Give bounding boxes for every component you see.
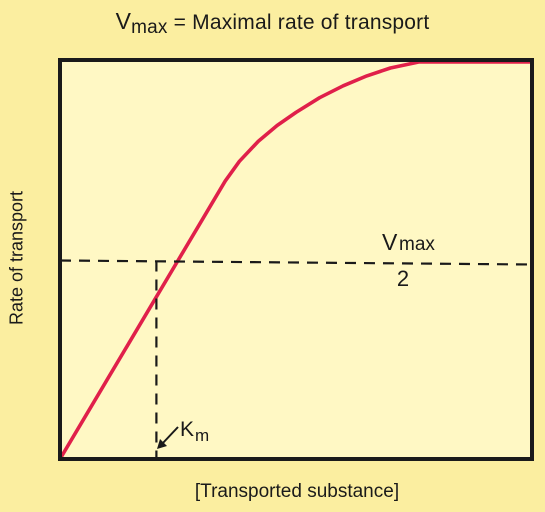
- x-axis-label: [Transported substance]: [194, 481, 400, 502]
- km-label-subscript: m: [195, 426, 209, 445]
- transport-curve: [58, 60, 534, 461]
- chart-title: Vmax = Maximal rate of transport: [0, 8, 545, 38]
- title-rest: = Maximal rate of transport: [167, 11, 430, 34]
- half-max-label-v: V: [382, 229, 398, 255]
- plot-area: [60, 60, 532, 459]
- km-arrow-head: [157, 439, 167, 449]
- title-v: V: [115, 8, 132, 34]
- half-max-label-subscript: max: [399, 234, 435, 255]
- plot-frame: [58, 58, 534, 461]
- title-subscript: max: [131, 17, 168, 38]
- km-label-k: K: [180, 418, 194, 441]
- half-max-label-denominator: 2: [397, 266, 409, 291]
- half-max-dashed-line: [59, 259, 533, 266]
- km-arrow-shaft: [161, 426, 179, 445]
